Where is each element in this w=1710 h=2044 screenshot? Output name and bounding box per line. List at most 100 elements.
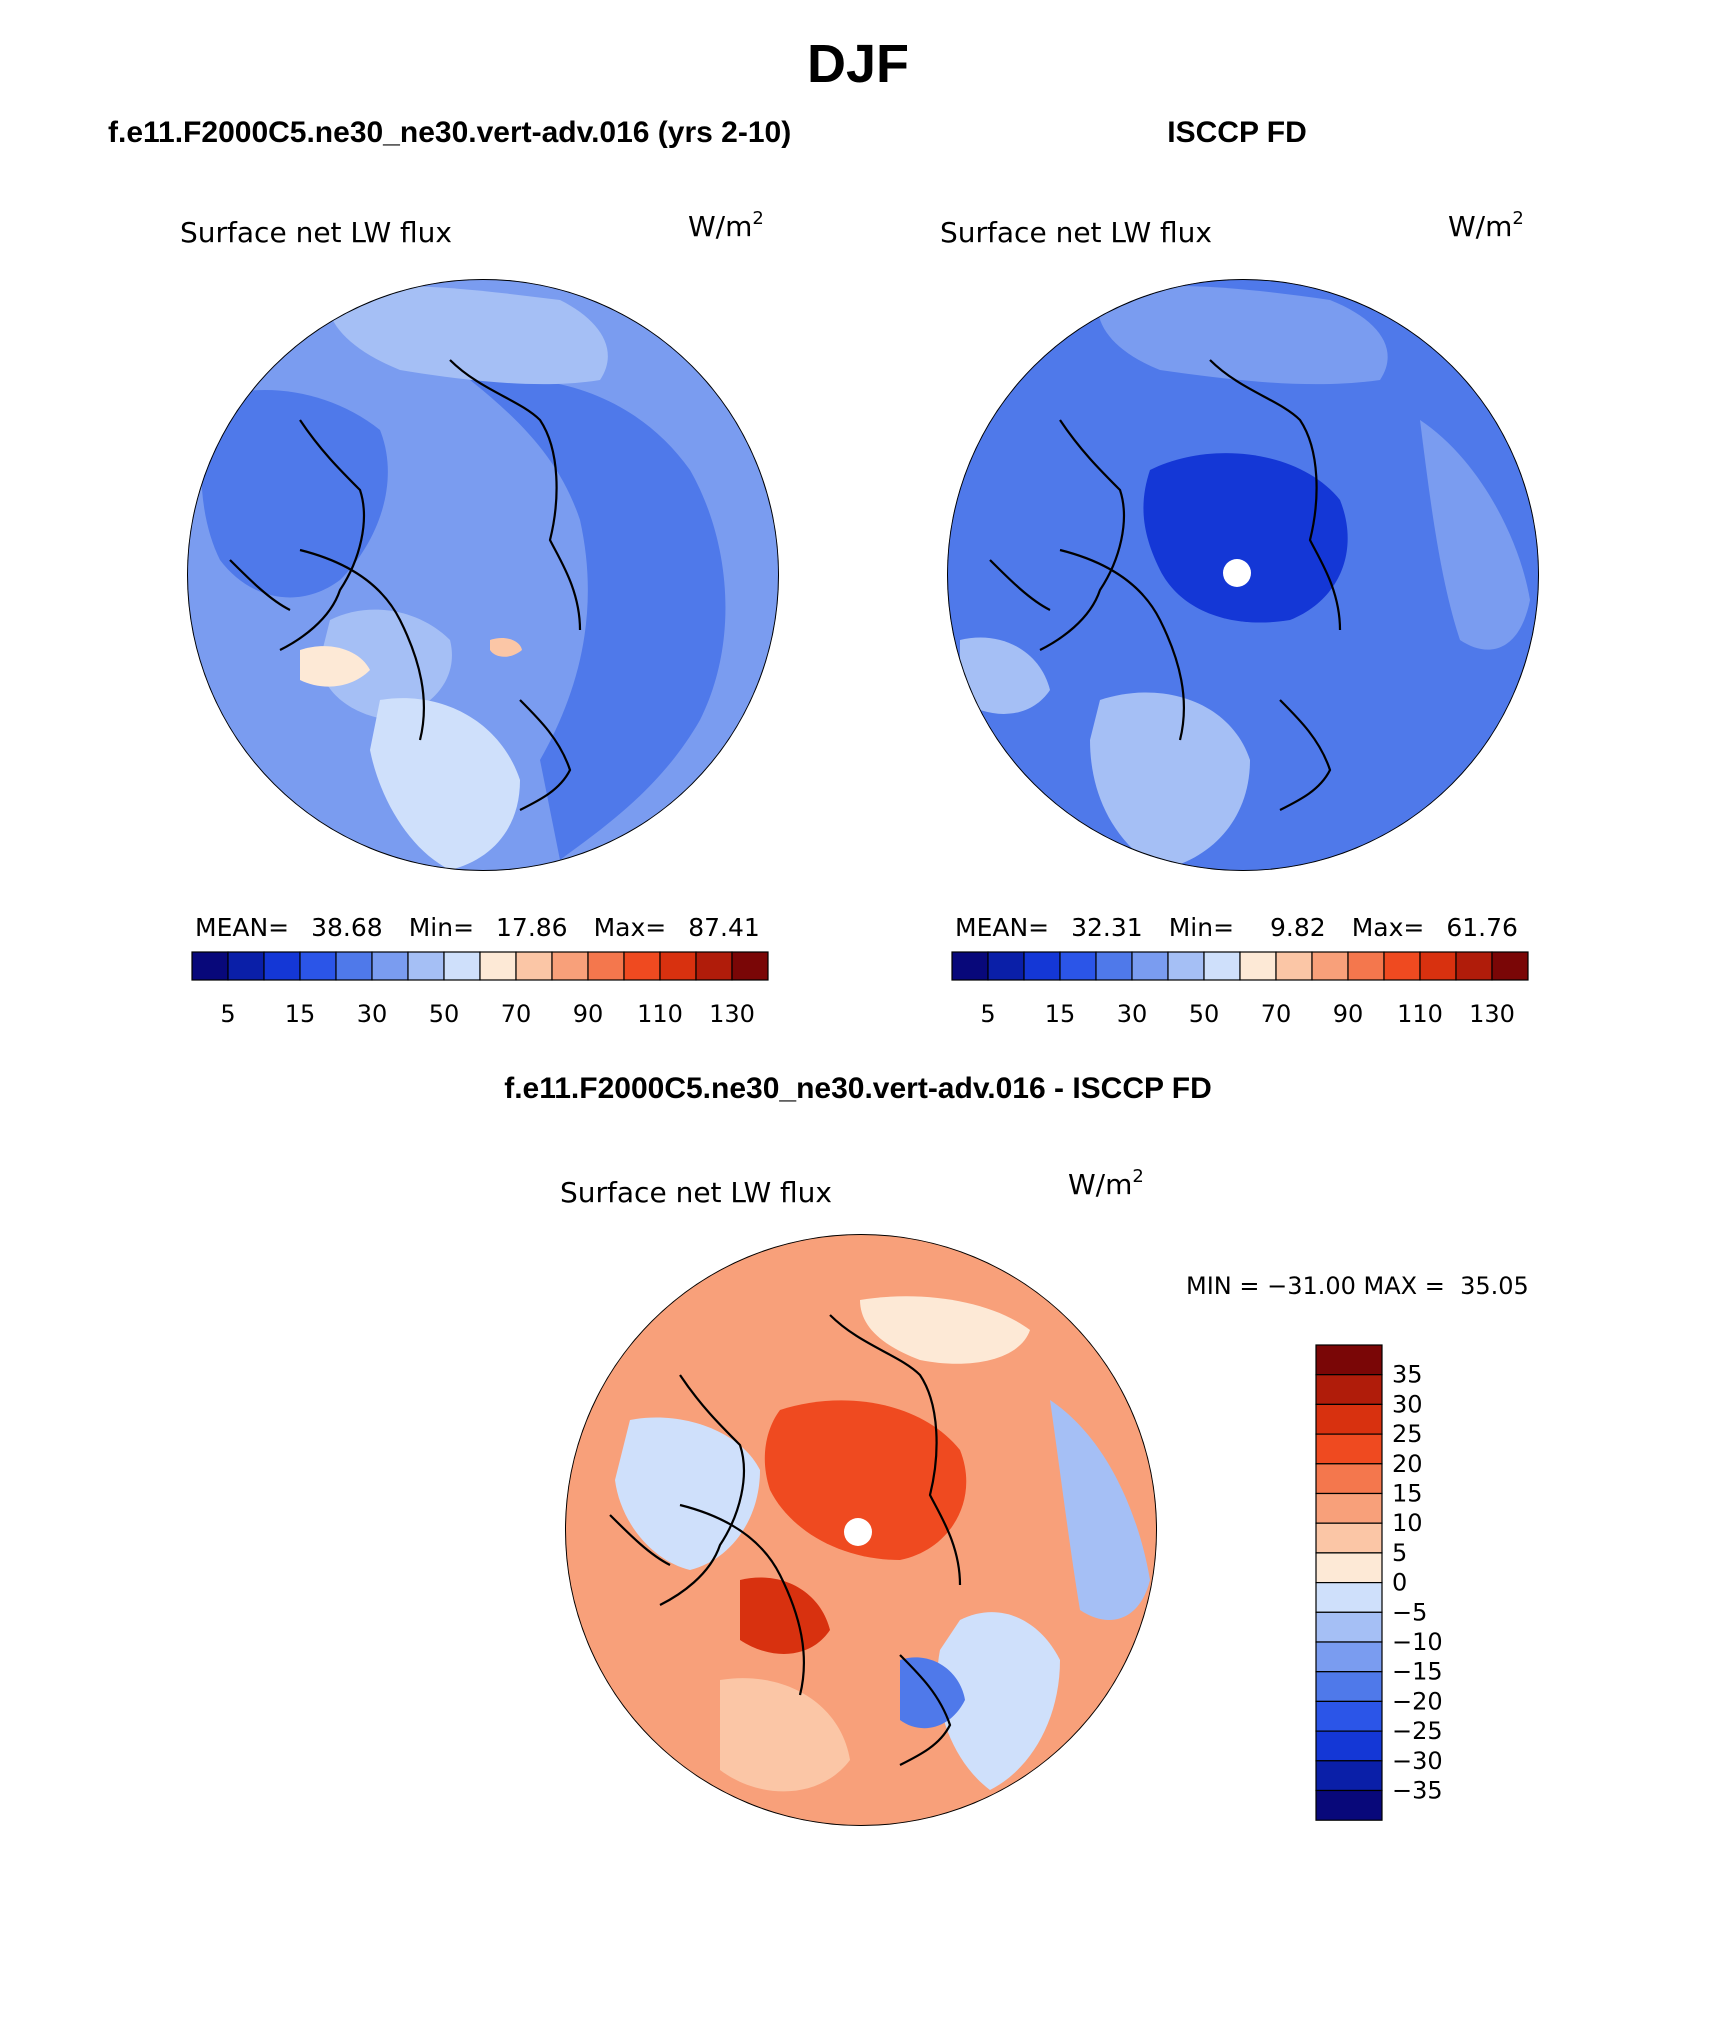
obs-colorbar-swatch — [1347, 951, 1385, 981]
model-colorbar-swatch — [335, 951, 373, 981]
diff-panel: Surface net LW flux W/m2 MIN = −31.00 MA… — [560, 1166, 1529, 1826]
model-colorbar-swatch — [731, 951, 769, 981]
figure-title: DJF — [807, 34, 909, 94]
diff-colorbar-swatch — [1315, 1789, 1383, 1821]
obs-pole-mask — [1223, 559, 1251, 587]
model-map — [187, 279, 779, 871]
obs-case-title: ISCCP FD — [1167, 116, 1306, 149]
model-colorbar-swatch — [407, 951, 445, 981]
diff-pole-mask — [844, 1518, 872, 1546]
model-units-label: W/m2 — [688, 208, 764, 243]
obs-colorbar-swatch — [1311, 951, 1349, 981]
obs-units-label: W/m2 — [1448, 208, 1524, 243]
diff-colorbar-tick-label: −15 — [1392, 1658, 1443, 1686]
model-colorbar-swatch — [623, 951, 661, 981]
diff-colorbar-swatch — [1315, 1581, 1383, 1613]
diff-colorbar-tick-label: 35 — [1392, 1361, 1423, 1389]
diff-minmax-label: MIN = −31.00 MAX = 35.05 — [1186, 1272, 1529, 1300]
diff-colorbar-tick-label: −25 — [1392, 1717, 1443, 1745]
diff-variable-label: Surface net LW flux — [560, 1176, 832, 1209]
model-colorbar-swatch — [443, 951, 481, 981]
model-colorbar-swatch — [299, 951, 337, 981]
diff-colorbar-tick-label: −20 — [1392, 1687, 1443, 1715]
obs-panel: Surface net LW flux W/m2 MEAN= 32.31 Min= 9… — [940, 208, 1539, 1028]
diff-patch-light-warm — [720, 1678, 850, 1792]
diff-colorbar-swatch — [1315, 1522, 1383, 1554]
diff-colorbar-swatch — [1315, 1641, 1383, 1673]
diff-colorbar-swatch — [1315, 1552, 1383, 1584]
diff-colorbar-tick-label: 20 — [1392, 1450, 1423, 1478]
model-colorbar-swatch — [551, 951, 589, 981]
model-patch-eurasia — [470, 378, 726, 860]
obs-colorbar-tick-label: 50 — [1189, 1000, 1220, 1028]
model-colorbar-tick-label: 90 — [573, 1000, 604, 1028]
diff-case-title: f.e11.F2000C5.ne30_ne30.vert-adv.016 - I… — [504, 1072, 1212, 1105]
diff-field-patches — [615, 1296, 1150, 1792]
diff-colorbar-tick-label: 25 — [1392, 1420, 1423, 1448]
diff-patch-atlantic-cool — [937, 1612, 1060, 1790]
diff-units-label: W/m2 — [1068, 1166, 1144, 1201]
model-panel: Surface net LW flux W/m2 MEAN= — [180, 208, 779, 1028]
model-colorbar-tick-label: 30 — [357, 1000, 388, 1028]
diff-patch-pole-warm — [764, 1400, 967, 1560]
obs-colorbar-swatch — [1239, 951, 1277, 981]
model-colorbar-swatch — [371, 951, 409, 981]
obs-colorbar-tick-label: 90 — [1333, 1000, 1364, 1028]
obs-colorbar-swatch — [1383, 951, 1421, 981]
diff-colorbar-tick-label: 30 — [1392, 1390, 1423, 1418]
model-patch-warm1 — [300, 646, 370, 687]
obs-variable-label: Surface net LW flux — [940, 216, 1212, 249]
model-colorbar-swatch — [515, 951, 553, 981]
obs-colorbar-swatch — [987, 951, 1025, 981]
obs-field-patches — [960, 285, 1530, 870]
model-colorbar-swatch — [263, 951, 301, 981]
obs-map — [947, 279, 1539, 871]
model-colorbar-tick-label: 70 — [501, 1000, 532, 1028]
model-colorbar-swatch — [227, 951, 265, 981]
obs-colorbar-swatch — [1167, 951, 1205, 981]
diff-colorbar-tick-label: 10 — [1392, 1509, 1423, 1537]
model-case-title: f.e11.F2000C5.ne30_ne30.vert-adv.016 (yr… — [108, 116, 791, 149]
diff-patch-greenland-warm — [740, 1577, 830, 1654]
model-colorbar: 5 15 30 50 70 90 110 130 — [191, 951, 769, 1028]
obs-colorbar-swatch — [1275, 951, 1313, 981]
diff-colorbar-tick-label: 5 — [1392, 1539, 1407, 1567]
diff-colorbar-tick-label: −30 — [1392, 1747, 1443, 1775]
obs-colorbar-swatch — [1455, 951, 1493, 981]
model-coastlines — [229, 359, 582, 811]
diff-colorbar-tick-label: 15 — [1392, 1480, 1423, 1508]
diff-colorbar-swatch — [1315, 1611, 1383, 1643]
model-patch-warm2 — [490, 638, 522, 657]
model-patch-atlantic — [370, 698, 520, 870]
diff-colorbar-tick-label: −10 — [1392, 1628, 1443, 1656]
obs-colorbar-swatch — [1095, 951, 1133, 981]
obs-colorbar-tick-label: 130 — [1469, 1000, 1515, 1028]
obs-coastlines — [989, 359, 1342, 811]
model-variable-label: Surface net LW flux — [180, 216, 452, 249]
diff-colorbar-tick-label: 0 — [1392, 1569, 1407, 1597]
obs-patch-pole — [1143, 453, 1348, 623]
model-colorbar-tick-label: 110 — [637, 1000, 683, 1028]
model-colorbar-tick-label: 5 — [220, 1000, 235, 1028]
obs-colorbar-swatch — [1203, 951, 1241, 981]
model-colorbar-swatch — [695, 951, 733, 981]
model-colorbar-swatch — [479, 951, 517, 981]
obs-patch-atlantic — [1090, 692, 1250, 870]
diff-colorbar-swatch — [1315, 1730, 1383, 1762]
diff-patch-east-cool — [1050, 1400, 1150, 1620]
diff-colorbar-swatch — [1315, 1700, 1383, 1732]
model-colorbar-swatch — [659, 951, 697, 981]
obs-colorbar: 5 15 30 50 70 90 110 130 — [951, 951, 1529, 1028]
obs-colorbar-swatch — [951, 951, 989, 981]
model-patch-pacific — [328, 285, 608, 385]
model-colorbar-swatch — [587, 951, 625, 981]
obs-patch-east — [1420, 420, 1530, 650]
obs-stats: MEAN= 32.31 Min= 9.82 Max= 61.76 — [955, 913, 1518, 942]
model-colorbar-tick-label: 130 — [709, 1000, 755, 1028]
model-colorbar-swatch — [191, 951, 229, 981]
model-patch-canada — [201, 390, 388, 598]
diff-colorbar-tick-label: −35 — [1392, 1777, 1443, 1805]
diff-colorbar-swatch — [1315, 1492, 1383, 1524]
